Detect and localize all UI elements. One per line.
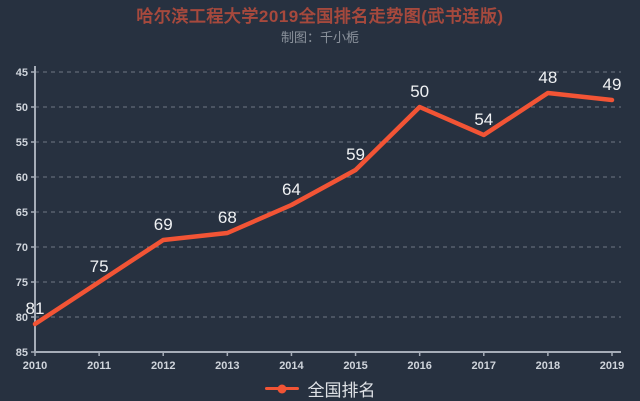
y-tick-label: 70 <box>16 242 28 254</box>
y-tick-label: 75 <box>16 277 28 289</box>
x-tick-label: 2013 <box>215 360 239 372</box>
data-label: 48 <box>538 68 557 87</box>
data-label: 68 <box>218 208 237 227</box>
x-tick-label: 2019 <box>600 360 624 372</box>
x-tick-label: 2014 <box>279 360 304 372</box>
x-tick-label: 2018 <box>536 360 560 372</box>
y-tick-label: 85 <box>16 347 28 359</box>
chart-title: 哈尔滨工程大学2019全国排名走势图(武书连版) <box>136 7 504 26</box>
x-tick-label: 2011 <box>87 360 111 372</box>
x-tick-label: 2016 <box>407 360 431 372</box>
ranking-line <box>32 90 615 327</box>
x-tick-label: 2012 <box>151 360 175 372</box>
data-label: 75 <box>90 257 109 276</box>
data-label: 64 <box>282 180 301 199</box>
legend-dot-icon <box>277 384 286 393</box>
x-tick-label: 2010 <box>23 360 47 372</box>
legend[interactable]: 全国排名 <box>0 376 640 401</box>
data-label: 54 <box>474 110 493 129</box>
y-tick-label: 50 <box>16 102 28 114</box>
data-label: 49 <box>603 75 622 94</box>
y-tick-label: 55 <box>16 137 28 149</box>
data-label: 69 <box>154 215 173 234</box>
x-tick-label: 2015 <box>343 360 367 372</box>
data-label: 81 <box>26 299 45 318</box>
data-label: 59 <box>346 145 365 164</box>
legend-line-marker <box>264 384 299 393</box>
y-tick-label: 45 <box>16 67 28 79</box>
chart-author: 制图：千小栀 <box>280 30 359 45</box>
data-label: 50 <box>410 82 429 101</box>
x-tick-label: 2017 <box>472 360 496 372</box>
y-tick-label: 60 <box>16 172 28 184</box>
y-tick-label: 80 <box>16 312 28 324</box>
legend-label: 全国排名 <box>307 381 376 400</box>
y-tick-label: 65 <box>16 207 28 219</box>
